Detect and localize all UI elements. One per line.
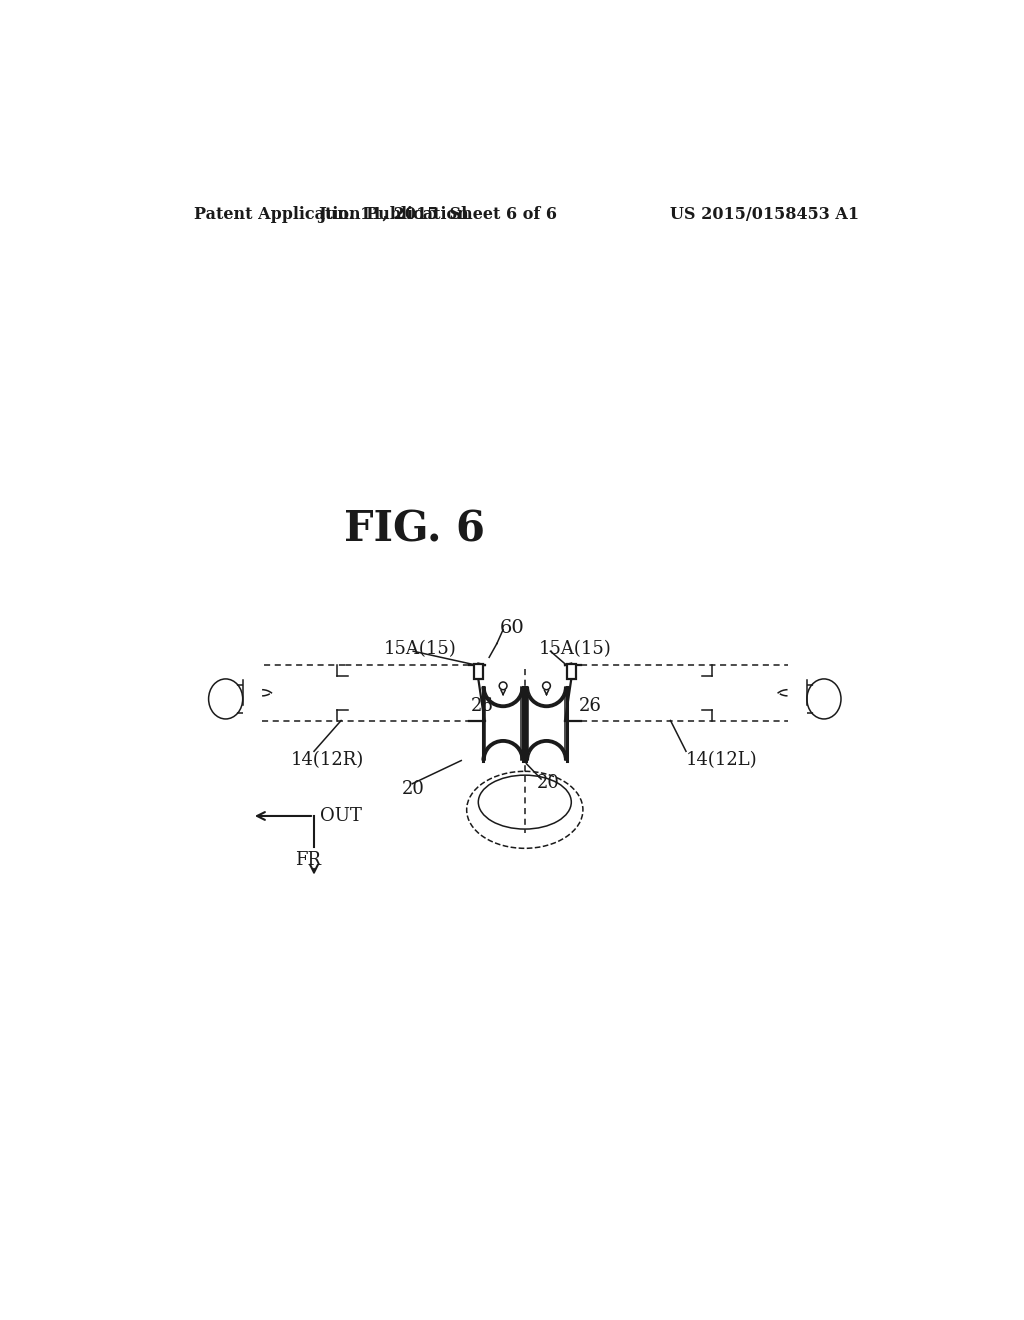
Text: Patent Application Publication: Patent Application Publication (194, 206, 469, 223)
Text: 20: 20 (538, 775, 560, 792)
Text: 14(12L): 14(12L) (686, 751, 758, 770)
Text: 15A(15): 15A(15) (384, 640, 457, 659)
Text: 26: 26 (471, 697, 494, 715)
Text: FIG. 6: FIG. 6 (344, 508, 485, 550)
Text: OUT: OUT (321, 807, 362, 825)
Text: 26: 26 (579, 697, 602, 715)
Text: 20: 20 (401, 780, 425, 797)
Text: 60: 60 (500, 619, 524, 636)
Bar (566, 664, 575, 678)
Text: 14(12R): 14(12R) (291, 751, 364, 770)
Text: FR: FR (295, 850, 321, 869)
Text: 15A(15): 15A(15) (539, 640, 611, 659)
Text: Jun. 11, 2015  Sheet 6 of 6: Jun. 11, 2015 Sheet 6 of 6 (318, 206, 557, 223)
Bar (474, 664, 483, 678)
Text: US 2015/0158453 A1: US 2015/0158453 A1 (671, 206, 859, 223)
